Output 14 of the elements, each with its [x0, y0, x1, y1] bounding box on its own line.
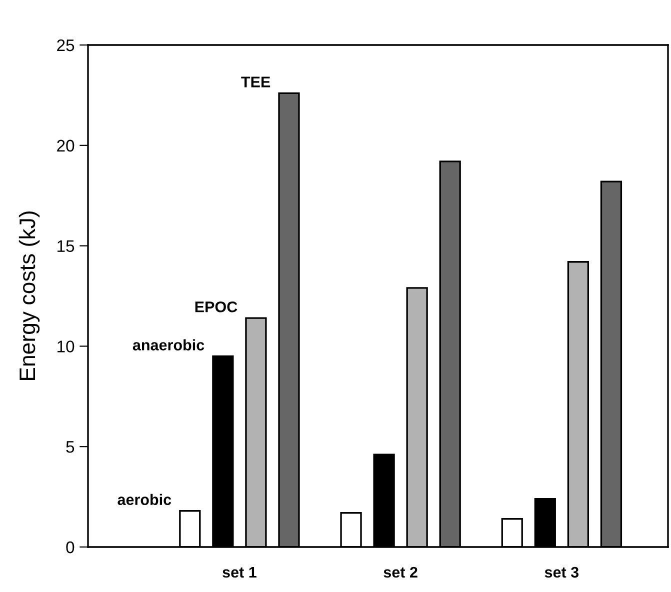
y-tick-label: 25 — [57, 39, 74, 52]
x-tick-label: set 2 — [384, 566, 418, 578]
x-tick-label: set 1 — [222, 567, 256, 578]
x-tick-label: set 3 — [544, 566, 579, 578]
y-axis-title: Energy costs (kJ) — [18, 212, 40, 380]
series-label: anaerobic — [132, 339, 204, 350]
y-tick-label: 0 — [66, 541, 74, 554]
series-label: TEE — [241, 76, 270, 88]
series-label: aerobic — [118, 494, 172, 506]
y-tick-label: 10 — [58, 340, 74, 352]
series-label: EPOC — [195, 301, 238, 312]
y-tick-label: 5 — [66, 441, 74, 453]
y-tick-label: 20 — [57, 140, 74, 152]
y-tick-label: 15 — [58, 240, 74, 252]
